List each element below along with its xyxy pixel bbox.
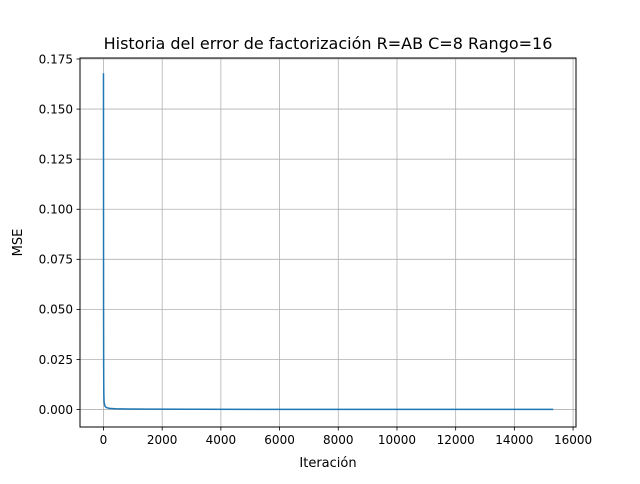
plot-frame [79,57,577,428]
y-tick-label: 0.050 [39,303,73,317]
grid [80,58,576,427]
series-line-mse [102,73,554,411]
axis-ticks: 0 2000 4000 6000 8000 10000 12000 14000 16000 0.0… [39,52,593,447]
x-tick-label: 10000 [378,433,416,447]
x-tick-label: 2000 [147,433,178,447]
y-tick-label: 0.150 [39,102,73,116]
x-tick-label: 6000 [264,433,295,447]
y-tick-label: 0.025 [39,353,73,367]
x-tick-label: 12000 [437,433,475,447]
x-tick-label: 8000 [323,433,354,447]
series-layer [102,73,554,411]
x-axis-label: Iteración [299,456,356,471]
x-tick-label: 16000 [554,433,592,447]
chart-title: Historia del error de factorización R=AB… [104,34,553,53]
y-tick-label: 0.075 [39,253,73,267]
y-tick-label: 0.100 [39,203,73,217]
y-axis-label: MSE [11,229,26,257]
y-tick-label: 0.175 [39,52,73,66]
x-tick-label: 0 [100,433,108,447]
x-tick-label: 4000 [206,433,237,447]
x-tick-label: 14000 [495,433,533,447]
y-tick-label: 0.125 [39,152,73,166]
y-tick-label: 0.000 [39,403,73,417]
